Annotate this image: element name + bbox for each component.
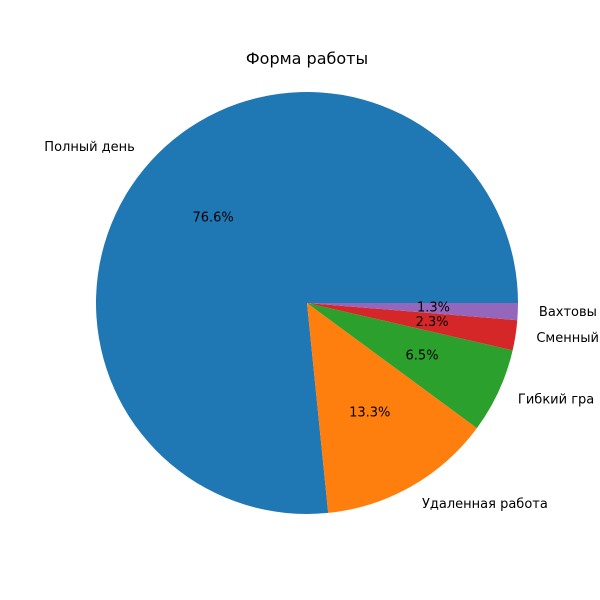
pie-slice xyxy=(307,303,518,321)
pie-slice xyxy=(95,92,518,515)
pie-slice xyxy=(307,303,518,351)
pie-slice xyxy=(307,303,513,429)
percent-label: 1.3% xyxy=(417,301,450,316)
pie-slices xyxy=(95,92,518,515)
slice-label: Сменный xyxy=(536,331,599,346)
slice-label: Гибкий гра xyxy=(518,392,594,407)
pie-slice xyxy=(307,303,477,513)
chart-title: Форма работы xyxy=(246,49,368,68)
slice-label: Полный день xyxy=(44,140,135,155)
percent-labels: 76.6% 13.3% 6.5% 2.3%1.3% xyxy=(192,211,450,421)
slice-labels: Полный день Удаленная работа Гибкий гра Сме… xyxy=(44,140,599,512)
percent-label: 6.5% xyxy=(406,348,439,363)
percent-label: 2.3% xyxy=(416,315,449,330)
percent-label: 76.6% xyxy=(192,211,233,226)
percent-label: 13.3% xyxy=(349,405,390,420)
slice-label: Удаленная работа xyxy=(422,497,548,512)
slice-label: Вахтовы xyxy=(539,305,597,320)
